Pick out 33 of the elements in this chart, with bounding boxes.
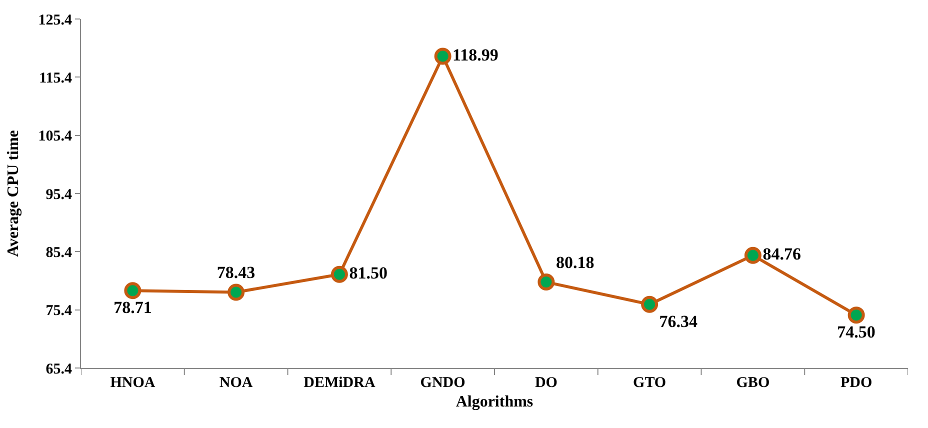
y-tick-label: 125.4: [38, 12, 72, 28]
y-tick-label: 115.4: [39, 70, 72, 86]
y-tick-label: 95.4: [46, 186, 72, 203]
point: [538, 274, 555, 291]
x-tick-label: HNOA: [110, 375, 156, 391]
y-axis-title: Average CPU time: [5, 130, 22, 257]
data-label: 76.34: [659, 312, 698, 331]
data-label: 118.99: [452, 46, 498, 65]
point: [124, 282, 142, 300]
x-tick-label: DEMiDRA: [304, 375, 376, 391]
x-tick-label: GNDO: [420, 375, 466, 391]
data-label: 74.50: [837, 322, 876, 342]
x-axis-title: Algorithms: [456, 394, 534, 411]
y-tick-label: 65.4: [46, 361, 72, 378]
point: [744, 246, 762, 264]
point: [228, 284, 245, 301]
y-tick-label: 85.4: [46, 244, 72, 261]
y-tick-label: 75.4: [46, 303, 72, 320]
point: [641, 296, 658, 313]
data-label: 80.18: [556, 253, 594, 272]
data-label: 84.76: [762, 244, 801, 264]
data-label: 78.71: [114, 298, 152, 318]
y-tick-label: 105.4: [38, 128, 72, 145]
data-label: 81.50: [349, 264, 388, 283]
data-label: 78.43: [216, 263, 256, 282]
x-tick-label: PDO: [840, 375, 872, 391]
point: [330, 266, 348, 283]
point: [434, 48, 452, 65]
x-tick-label: GBO: [736, 375, 770, 391]
point: [848, 306, 865, 324]
x-tick-label: GTO: [633, 375, 666, 391]
x-tick-label: DO: [534, 375, 558, 391]
x-tick-label: NOA: [219, 375, 253, 391]
